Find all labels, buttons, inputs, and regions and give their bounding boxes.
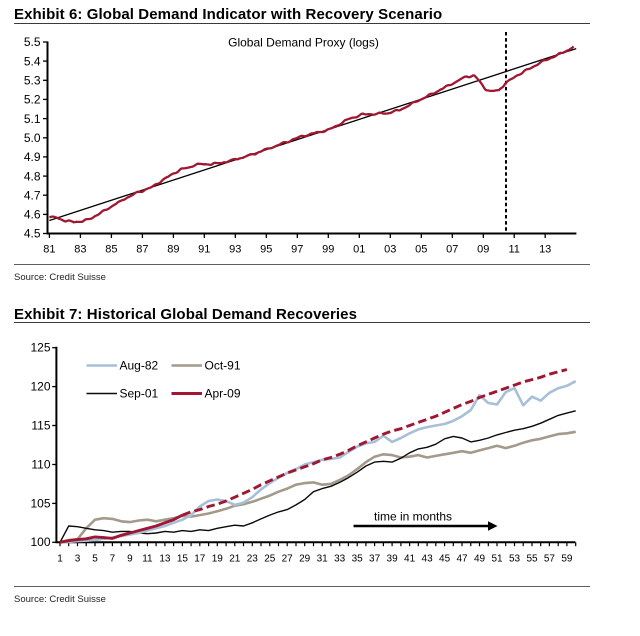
svg-text:5.0: 5.0 bbox=[24, 131, 41, 145]
svg-text:27: 27 bbox=[282, 554, 294, 565]
svg-text:5.1: 5.1 bbox=[24, 112, 41, 126]
svg-text:13: 13 bbox=[539, 244, 551, 256]
svg-text:4.5: 4.5 bbox=[24, 227, 41, 241]
svg-text:87: 87 bbox=[136, 244, 148, 256]
svg-text:11: 11 bbox=[142, 554, 153, 565]
svg-text:time in months: time in months bbox=[374, 510, 452, 524]
svg-text:53: 53 bbox=[509, 554, 521, 565]
svg-text:5: 5 bbox=[92, 554, 98, 565]
svg-text:11: 11 bbox=[508, 244, 519, 256]
svg-text:21: 21 bbox=[229, 554, 241, 565]
svg-text:23: 23 bbox=[247, 554, 259, 565]
svg-text:47: 47 bbox=[456, 554, 468, 565]
svg-text:43: 43 bbox=[422, 554, 434, 565]
svg-text:7: 7 bbox=[110, 554, 116, 565]
svg-text:09: 09 bbox=[477, 244, 489, 256]
svg-text:99: 99 bbox=[322, 244, 334, 256]
svg-text:115: 115 bbox=[31, 418, 50, 432]
svg-text:9: 9 bbox=[127, 554, 133, 565]
svg-text:4.9: 4.9 bbox=[24, 150, 41, 164]
svg-text:25: 25 bbox=[264, 554, 276, 565]
svg-text:31: 31 bbox=[317, 554, 329, 565]
svg-text:37: 37 bbox=[369, 554, 381, 565]
svg-text:4.7: 4.7 bbox=[24, 188, 41, 202]
svg-text:19: 19 bbox=[212, 554, 224, 565]
svg-text:3: 3 bbox=[75, 554, 81, 565]
svg-text:01: 01 bbox=[353, 244, 365, 256]
svg-text:5.2: 5.2 bbox=[24, 93, 41, 107]
svg-text:89: 89 bbox=[167, 244, 179, 256]
svg-text:57: 57 bbox=[544, 554, 556, 565]
svg-text:4.8: 4.8 bbox=[24, 169, 41, 183]
svg-text:Sep-01: Sep-01 bbox=[120, 387, 159, 401]
svg-text:03: 03 bbox=[384, 244, 396, 256]
svg-text:5.3: 5.3 bbox=[24, 74, 41, 88]
svg-text:97: 97 bbox=[291, 244, 303, 256]
svg-text:55: 55 bbox=[526, 554, 538, 565]
svg-text:120: 120 bbox=[30, 380, 50, 394]
svg-text:81: 81 bbox=[43, 244, 55, 256]
svg-text:125: 125 bbox=[30, 341, 50, 355]
svg-text:51: 51 bbox=[491, 554, 503, 565]
svg-text:91: 91 bbox=[198, 244, 210, 256]
svg-text:4.6: 4.6 bbox=[24, 208, 41, 222]
svg-text:5.4: 5.4 bbox=[24, 54, 41, 68]
svg-text:105: 105 bbox=[30, 496, 50, 510]
svg-text:39: 39 bbox=[387, 554, 399, 565]
svg-text:95: 95 bbox=[260, 244, 272, 256]
svg-text:13: 13 bbox=[159, 554, 171, 565]
svg-text:5.5: 5.5 bbox=[24, 35, 41, 49]
svg-text:35: 35 bbox=[352, 554, 364, 565]
svg-text:Oct-91: Oct-91 bbox=[205, 359, 241, 373]
svg-text:41: 41 bbox=[404, 554, 416, 565]
svg-text:93: 93 bbox=[229, 244, 241, 256]
svg-text:45: 45 bbox=[439, 554, 451, 565]
svg-text:85: 85 bbox=[105, 244, 117, 256]
svg-text:110: 110 bbox=[31, 457, 50, 471]
svg-text:100: 100 bbox=[30, 535, 50, 549]
svg-text:Apr-09: Apr-09 bbox=[205, 387, 241, 401]
svg-text:49: 49 bbox=[474, 554, 486, 565]
svg-text:05: 05 bbox=[415, 244, 427, 256]
svg-text:83: 83 bbox=[74, 244, 86, 256]
svg-text:Global Demand Proxy (logs): Global Demand Proxy (logs) bbox=[228, 36, 379, 50]
svg-text:29: 29 bbox=[299, 554, 311, 565]
svg-text:Aug-82: Aug-82 bbox=[120, 359, 159, 373]
svg-text:17: 17 bbox=[194, 554, 206, 565]
svg-text:33: 33 bbox=[334, 554, 346, 565]
svg-text:1: 1 bbox=[57, 554, 63, 565]
svg-text:15: 15 bbox=[177, 554, 189, 565]
svg-text:07: 07 bbox=[446, 244, 458, 256]
svg-text:59: 59 bbox=[561, 554, 573, 565]
